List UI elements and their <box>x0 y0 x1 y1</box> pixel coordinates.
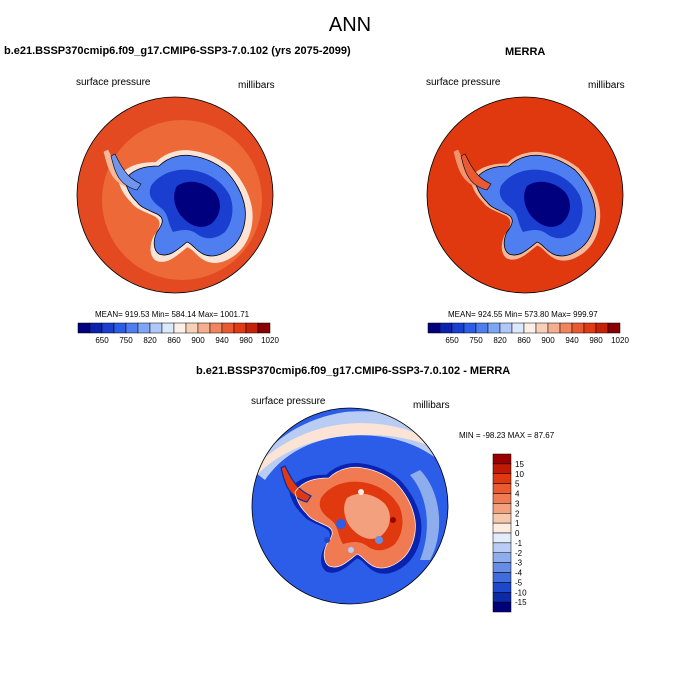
panel-1-colorbar-tick-label: 860 <box>167 336 181 345</box>
panel-1-colorbar-tick-label: 940 <box>215 336 229 345</box>
panel-2-colorbar-swatch <box>427 322 441 334</box>
panel-2-colorbar-swatch <box>595 322 609 334</box>
panel-1-colorbar-swatch <box>137 322 151 334</box>
panel-3-colorbar-tick-label: -5 <box>515 578 523 587</box>
panel-1-colorbar-swatch <box>173 322 187 334</box>
panel-2-units-label: millibars <box>588 80 625 91</box>
panel-3-colorbar-swatch <box>492 562 512 573</box>
panel-2-colorbar-swatch <box>511 322 525 334</box>
panel-3-colorbar-tick-label: -15 <box>515 598 527 607</box>
panel-1-colorbar-swatch <box>89 322 103 334</box>
panel-2-colorbar-swatch <box>571 322 585 334</box>
panel-2-colorbar-tick-label: 900 <box>541 336 555 345</box>
panel-2-colorbar-swatch <box>475 322 489 334</box>
panel-3-colorbar-tick-label: 15 <box>515 460 524 469</box>
panel-3-colorbar-swatch <box>492 572 512 583</box>
panel-3-colorbar-swatch <box>492 601 512 613</box>
panel-3-stats: MIN = -98.23 MAX = 87.67 <box>459 431 555 440</box>
panel-3-colorbar-swatch <box>492 522 512 534</box>
panel-2-colorbar-tick-label: 860 <box>517 336 531 345</box>
panel-3-colorbar-swatch <box>492 483 512 494</box>
panel-2-colorbar-swatch <box>607 322 621 334</box>
panel-1-colorbar-swatch <box>125 322 139 334</box>
panel-2-colorbar: 650 750 820 860 900 940 980 1020 <box>427 322 629 345</box>
panel-3-variable-label: surface pressure <box>251 396 326 407</box>
panel-3-colorbar-tick-label: 2 <box>515 509 520 518</box>
panel-3-colorbar-tick-label: -3 <box>515 559 523 568</box>
panel-3-colorbar-swatch <box>492 532 512 544</box>
panel-3-colorbar-swatch <box>492 592 512 603</box>
panel-3-colorbar-tick-label: -4 <box>515 569 523 578</box>
panel-3-units-label: millibars <box>413 400 450 411</box>
panel-2-colorbar-swatch <box>439 322 453 334</box>
panel-3-colorbar-swatch <box>492 582 512 593</box>
panel-1-colorbar-swatch <box>209 322 223 334</box>
panel-1-colorbar-swatch <box>77 322 91 334</box>
panel-2-colorbar-swatch <box>535 322 549 334</box>
panel-1-colorbar: 650 750 820 860 900 940 980 1020 <box>77 322 279 345</box>
panel-3-colorbar-tick-label: 1 <box>515 519 520 528</box>
panel-1-colorbar-swatch <box>233 322 247 334</box>
panel-3-colorbar-tick-label: 5 <box>515 480 520 489</box>
panel-1-colorbar-tick-label: 980 <box>239 336 253 345</box>
panel-2-colorbar-swatch <box>583 322 597 334</box>
panel-2-colorbar-tick-label: 820 <box>493 336 507 345</box>
panel-1-colorbar-swatch <box>245 322 259 334</box>
panel-2-colorbar-swatch <box>499 322 513 334</box>
panel-3-colorbar-swatch <box>492 493 512 504</box>
panel-3-colorbar-tick-label: 4 <box>515 490 520 499</box>
panel-1-colorbar-swatch <box>113 322 127 334</box>
panel-1-colorbar-swatch <box>101 322 115 334</box>
panel-1-colorbar-swatch <box>221 322 235 334</box>
panel-2-colorbar-swatch <box>487 322 501 334</box>
panel-3-colorbar-swatch <box>492 473 512 484</box>
panel-2-colorbar-swatch <box>523 322 537 334</box>
panel-2-colorbar-tick-label: 650 <box>445 336 459 345</box>
panel-3-colorbar-swatch <box>492 513 512 524</box>
panel-1-colorbar-tick-label: 650 <box>95 336 109 345</box>
panel-2-map <box>426 96 624 294</box>
panel-3-colorbar-tick-label: -10 <box>515 588 527 597</box>
panel-3-map <box>251 407 449 605</box>
panel-2-colorbar-swatch <box>547 322 561 334</box>
panel-2-colorbar-tick-label: 940 <box>565 336 579 345</box>
panel-1-colorbar-swatch <box>161 322 175 334</box>
panel-2-colorbar-tick-label: 1020 <box>611 336 629 345</box>
panel-1-variable-label: surface pressure <box>76 77 151 88</box>
panel-1-colorbar-tick-label: 1020 <box>261 336 279 345</box>
panel-1-colorbar-swatch <box>197 322 211 334</box>
panel-2-variable-label: surface pressure <box>426 77 501 88</box>
panel-1-units-label: millibars <box>238 80 275 91</box>
panel-3-colorbar-swatch <box>492 503 512 514</box>
panel-2-stats: MEAN= 924.55 Min= 573.80 Max= 999.97 <box>448 310 598 319</box>
panel-3-colorbar-tick-label: 3 <box>515 499 520 508</box>
panel-1-colorbar-tick-label: 900 <box>191 336 205 345</box>
figure-title: ANN <box>328 14 372 36</box>
panel-2-colorbar-tick-label: 980 <box>589 336 603 345</box>
panel-3-colorbar-tick-label: 0 <box>515 529 520 538</box>
panel-2-colorbar-swatch <box>463 322 477 334</box>
panel-1-colorbar-tick-label: 820 <box>143 336 157 345</box>
panel-1-title: b.e21.BSSP370cmip6.f09_g17.CMIP6-SSP3-7.… <box>4 45 351 57</box>
panel-1-colorbar-swatch <box>185 322 199 334</box>
panel-1-colorbar-swatch <box>257 322 271 334</box>
panel-3-colorbar-tick-label: 10 <box>515 470 524 479</box>
panel-3-colorbar-tick-label: -1 <box>515 539 523 548</box>
panel-3-colorbar-swatch <box>492 552 512 563</box>
panel-1-map <box>76 96 274 294</box>
panel-3-title: b.e21.BSSP370cmip6.f09_g17.CMIP6-SSP3-7.… <box>196 365 511 377</box>
panel-3-colorbar-tick-label: -2 <box>515 549 523 558</box>
panel-1-colorbar-swatch <box>149 322 163 334</box>
panel-1-colorbar-tick-label: 750 <box>119 336 133 345</box>
panel-3-colorbar-swatch <box>492 463 512 474</box>
panel-1-stats: MEAN= 919.53 Min= 584.14 Max= 1001.71 <box>95 310 250 319</box>
panel-3-colorbar-swatch <box>492 542 512 553</box>
panel-2-colorbar-swatch <box>559 322 573 334</box>
panel-2-colorbar-swatch <box>451 322 465 334</box>
panel-2-title: MERRA <box>505 46 546 58</box>
panel-3-colorbar-swatch <box>492 453 512 465</box>
panel-2-colorbar-tick-label: 750 <box>469 336 483 345</box>
